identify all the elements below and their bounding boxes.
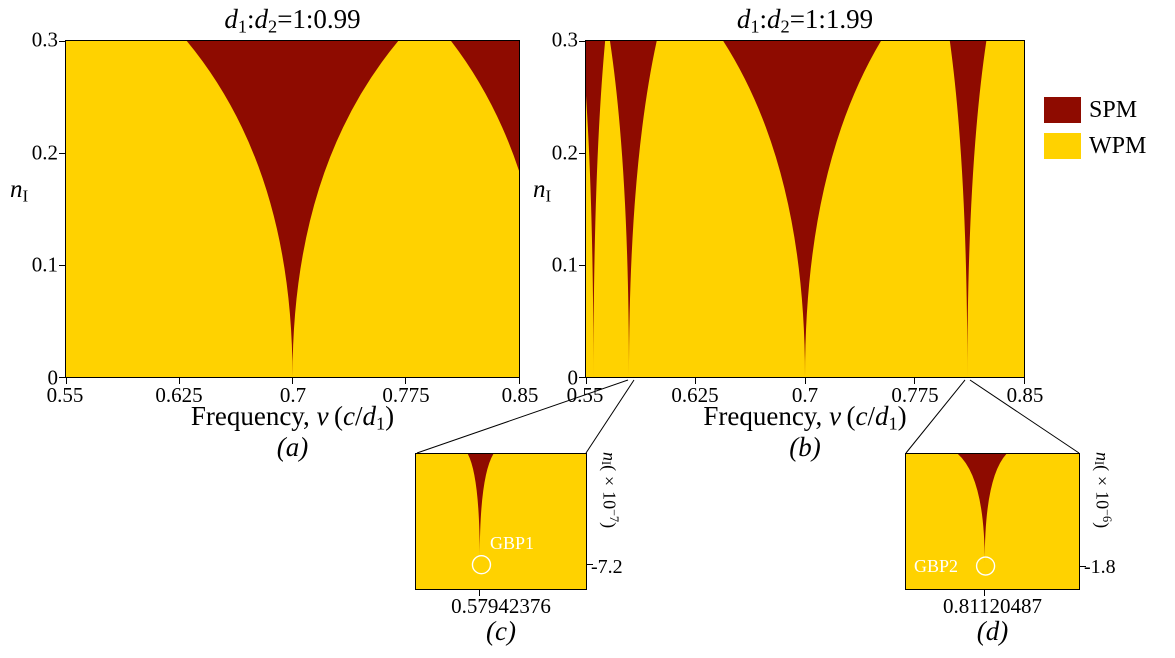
panel-b-xtick-0.7: 0.7 xyxy=(791,383,819,407)
tick-mark xyxy=(984,590,986,596)
tick-mark xyxy=(1023,378,1025,384)
legend-spm-label: SPM xyxy=(1089,97,1138,123)
tick-mark xyxy=(1080,565,1086,567)
tick-mark xyxy=(405,378,407,384)
inset-c-ylabel: nI(×10−7) xyxy=(599,452,621,529)
panel-b-title: d1:d2=1:1.99 xyxy=(736,4,874,37)
panel-a-plot-area xyxy=(65,40,520,378)
panel-b-ytick-0.2: 0.2 xyxy=(551,140,578,165)
tick-mark xyxy=(65,378,67,384)
tick-mark xyxy=(579,264,585,266)
panel-b-xtick-0.55: 0.55 xyxy=(566,383,604,407)
panel-a-ylabel: nI xyxy=(10,176,29,206)
inset-d-ytick: -1.8 xyxy=(1084,556,1116,578)
panel-a-xtick-0.7: 0.7 xyxy=(279,383,307,407)
panel-b-xtick-0.775: 0.775 xyxy=(891,383,939,407)
tick-mark xyxy=(804,378,806,384)
panel-a-xlabel: Frequency, ν (c/d1) xyxy=(190,401,395,434)
tick-mark xyxy=(914,378,915,384)
panel-a-xtick-0.55: 0.55 xyxy=(46,383,84,407)
panel-b-caption: (b) xyxy=(789,432,821,462)
tick-mark xyxy=(59,40,65,42)
panel-b-plot-area xyxy=(585,40,1025,378)
tick-mark xyxy=(59,152,65,154)
panel-a-ytick-0: 0 xyxy=(47,365,59,390)
inset-d-ylabel: nI(×10−6) xyxy=(1092,452,1114,529)
panel-a-xtick-0.85: 0.85 xyxy=(501,383,539,407)
tick-mark xyxy=(587,564,593,566)
legend-spm-swatch xyxy=(1044,97,1081,123)
legend-wpm-label: WPM xyxy=(1089,133,1147,159)
panel-a-caption: (a) xyxy=(276,432,309,462)
panel-a-xtick-0.775: 0.775 xyxy=(382,383,430,407)
panel-b-ylabel: nI xyxy=(533,176,552,206)
panel-b-ytick-0.3: 0.3 xyxy=(551,27,578,52)
legend-wpm-swatch xyxy=(1044,133,1081,159)
tick-mark xyxy=(178,378,180,384)
tick-mark xyxy=(579,376,585,378)
inset-c-plot-area xyxy=(415,453,587,590)
panel-a-ytick-0.2: 0.2 xyxy=(31,140,58,165)
panel-b-ytick-0.1: 0.1 xyxy=(551,252,578,277)
panel-a-ytick-0.1: 0.1 xyxy=(31,252,58,277)
inset-d-plot-area xyxy=(905,453,1080,590)
tick-mark xyxy=(59,376,65,378)
tick-mark xyxy=(695,378,696,384)
tick-mark xyxy=(292,378,293,384)
tick-mark xyxy=(59,264,65,266)
panel-a-title: d1:d2=1:0.99 xyxy=(224,4,361,37)
inset-c-xtick: 0.57942376 xyxy=(451,594,551,618)
tick-mark xyxy=(518,378,520,384)
panel-b-xtick-0.85: 0.85 xyxy=(1006,383,1044,407)
tick-mark xyxy=(479,590,481,596)
panel-b-xlabel: Frequency, ν (c/d1) xyxy=(703,401,907,434)
panel-a-xtick-0.625: 0.625 xyxy=(155,383,203,407)
panel-a-ytick-0.3: 0.3 xyxy=(31,27,58,52)
inset-c-point-label: GBP1 xyxy=(490,533,535,553)
panel-b-xtick-0.625: 0.625 xyxy=(671,383,719,407)
tick-mark xyxy=(579,152,585,154)
inset-d-point-label: GBP2 xyxy=(914,556,959,576)
inset-c-ytick: -7.2 xyxy=(591,556,623,578)
inset-c-caption: (c) xyxy=(486,616,516,646)
inset-d-caption: (d) xyxy=(976,616,1009,646)
tick-mark xyxy=(585,378,587,384)
inset-d-xtick: 0.81120487 xyxy=(943,594,1042,618)
tick-mark xyxy=(579,40,585,42)
panel-b-ytick-0: 0 xyxy=(567,365,579,390)
